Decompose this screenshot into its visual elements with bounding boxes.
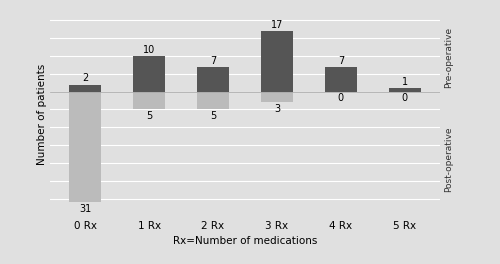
Text: 2: 2 — [82, 73, 88, 83]
Text: 31: 31 — [79, 204, 92, 214]
Text: 5: 5 — [146, 111, 152, 121]
Bar — [133, 92, 165, 110]
Text: 3: 3 — [274, 104, 280, 114]
Bar — [261, 92, 293, 102]
Bar — [261, 31, 293, 92]
Bar — [325, 67, 357, 92]
Bar — [197, 67, 229, 92]
Text: 1: 1 — [402, 77, 408, 87]
Text: 7: 7 — [338, 56, 344, 66]
Text: 17: 17 — [271, 20, 283, 30]
X-axis label: Rx=Number of medications: Rx=Number of medications — [173, 235, 317, 246]
Bar — [133, 56, 165, 92]
Text: 10: 10 — [143, 45, 155, 55]
Bar — [69, 92, 101, 202]
Bar — [389, 88, 421, 92]
Text: 0: 0 — [338, 93, 344, 103]
Text: Pre-operative: Pre-operative — [444, 27, 453, 88]
Bar — [197, 92, 229, 110]
Text: 7: 7 — [210, 56, 216, 66]
Text: 5: 5 — [210, 111, 216, 121]
Bar — [69, 84, 101, 92]
Text: Post-operative: Post-operative — [444, 127, 453, 192]
Y-axis label: Number of patients: Number of patients — [37, 64, 47, 166]
Text: 0: 0 — [402, 93, 408, 103]
